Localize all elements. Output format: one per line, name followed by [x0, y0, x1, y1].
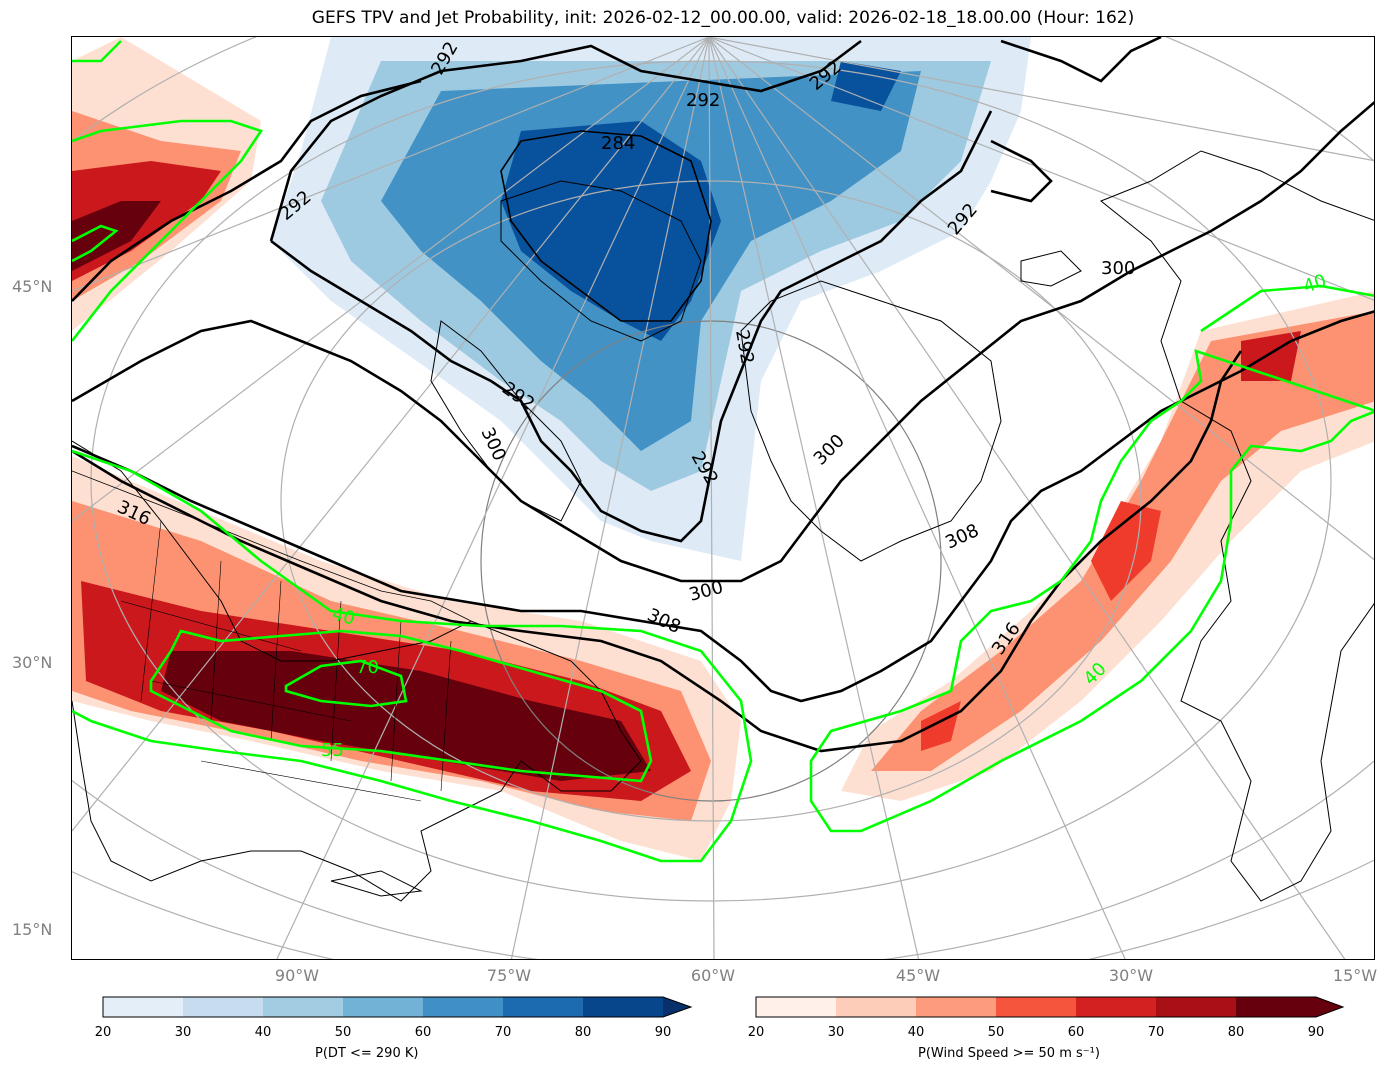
contour-label: 308: [942, 520, 982, 554]
lon-label: 45°W: [895, 966, 941, 985]
colorbar-jet: 20 30 40 50 60 70 80 90 P(Wind Speed >= …: [748, 996, 1345, 1061]
map-canvas[interactable]: 292 292 292 292 292 284 292 292 292 300 …: [72, 37, 1375, 960]
colorbar-tick: 50: [987, 1025, 1005, 1040]
jet-shade-dark-atl-2: [1091, 501, 1161, 601]
colorbar-swatch: [583, 997, 663, 1017]
colorbar-extend-arrow: [1316, 997, 1343, 1017]
tpv-shade-darkest-2: [831, 61, 901, 111]
jet-contour-70: [284, 659, 408, 708]
lon-label: 60°W: [690, 966, 736, 985]
jet-probability-shading: [72, 37, 1374, 861]
colorbar-tick: 90: [1307, 1025, 1325, 1040]
colorbar-tick: 70: [1147, 1025, 1165, 1040]
colorbar-tpv-label: P(DT <= 290 K): [315, 1046, 419, 1061]
jet-contour-40-atl: [809, 284, 1374, 833]
jet-contour-55: [149, 629, 653, 783]
coastline-europe: [1100, 150, 1374, 902]
tpv-probability-shading: [271, 37, 1031, 561]
jet-shade-darkest-nw: [72, 201, 161, 271]
coastline-arctic-islands: [500, 180, 702, 342]
contour-label: 300: [1101, 258, 1135, 279]
colorbar-swatch: [916, 997, 996, 1017]
contour-label: 70: [356, 657, 379, 678]
graticule: [72, 37, 1374, 959]
tpv-shade-darkest: [501, 121, 721, 341]
colorbar-tick: 40: [907, 1025, 925, 1040]
colorbar-outline: [102, 996, 693, 1018]
colorbar-tick: 90: [654, 1025, 672, 1040]
dt-contour-316: [72, 350, 1243, 753]
colorbar-swatch: [1236, 997, 1316, 1017]
coastline-hudson-bay: [430, 320, 582, 522]
lon-label: 75°W: [486, 966, 532, 985]
colorbar-swatch: [423, 997, 503, 1017]
jet-contours: [72, 40, 1374, 863]
contour-label: 300: [810, 430, 849, 469]
lon-label: 90°W: [274, 966, 320, 985]
coastlines: [72, 150, 1374, 902]
contour-label: 292: [686, 90, 720, 111]
colorbar-swatch: [1156, 997, 1236, 1017]
colorbar-extend-arrow: [663, 997, 691, 1017]
colorbar-swatch: [103, 997, 183, 1017]
colorbar-tick: 40: [254, 1025, 272, 1040]
map-panel[interactable]: 292 292 292 292 292 284 292 292 292 300 …: [71, 36, 1375, 960]
colorbar-swatch: [1076, 997, 1156, 1017]
jet-contour-55-nw: [72, 224, 119, 263]
colorbar-swatch: [996, 997, 1076, 1017]
lat-label: 15°N: [12, 920, 53, 939]
colorbar-swatch: [343, 997, 423, 1017]
coastline-iceland: [1020, 250, 1082, 287]
coastline-cuba: [330, 870, 423, 897]
colorbar-tick: 50: [334, 1025, 352, 1040]
lon-label: 30°W: [1108, 966, 1154, 985]
colorbar-tick: 80: [574, 1025, 592, 1040]
dt-contour-292-ne: [990, 37, 1162, 203]
colorbar-tick: 20: [747, 1025, 765, 1040]
colorbar-swatch: [263, 997, 343, 1017]
colorbar-tick: 60: [414, 1025, 432, 1040]
colorbar-tick: 30: [827, 1025, 845, 1040]
figure-title: GEFS TPV and Jet Probability, init: 2026…: [311, 8, 1135, 28]
contour-label: 284: [601, 133, 635, 154]
jet-shade-dark-atl-3: [921, 701, 961, 751]
contour-label: 55: [321, 740, 344, 761]
jet-contour-40-us: [72, 449, 753, 863]
lat-label: 30°N: [12, 653, 53, 672]
coastline-north-america: [72, 440, 642, 902]
colorbar-swatch: [756, 997, 836, 1017]
colorbar-swatch: [503, 997, 583, 1017]
colorbar-tick: 20: [94, 1025, 112, 1040]
jet-shade-darkest-us: [161, 651, 651, 781]
coastline-greenland: [740, 280, 1002, 562]
contour-label: 40: [1301, 270, 1330, 298]
colorbar-tick: 30: [174, 1025, 192, 1040]
colorbar-jet-bar: [755, 996, 1345, 1018]
border-us-canada: [72, 470, 472, 622]
colorbar-tpv-bar: [102, 996, 693, 1018]
colorbar-tick: 60: [1067, 1025, 1085, 1040]
colorbar-jet-label: P(Wind Speed >= 50 m s⁻¹): [918, 1046, 1100, 1061]
lat-label: 45°N: [12, 277, 53, 296]
dt-contour-300: [72, 79, 1374, 583]
dt-contour-292-outer: [269, 39, 993, 543]
colorbar-tick: 70: [494, 1025, 512, 1040]
jet-contour-40-nw: [72, 40, 264, 342]
colorbar-outline: [755, 996, 1345, 1018]
colorbar-tick: 80: [1227, 1025, 1245, 1040]
colorbar-swatch: [183, 997, 263, 1017]
dt-contour-284: [500, 130, 712, 322]
colorbar-swatch: [836, 997, 916, 1017]
lon-label: 15°W: [1332, 966, 1378, 985]
colorbar-tpv: 20 30 40 50 60 70 80 90 P(DT <= 290 K): [95, 996, 693, 1061]
